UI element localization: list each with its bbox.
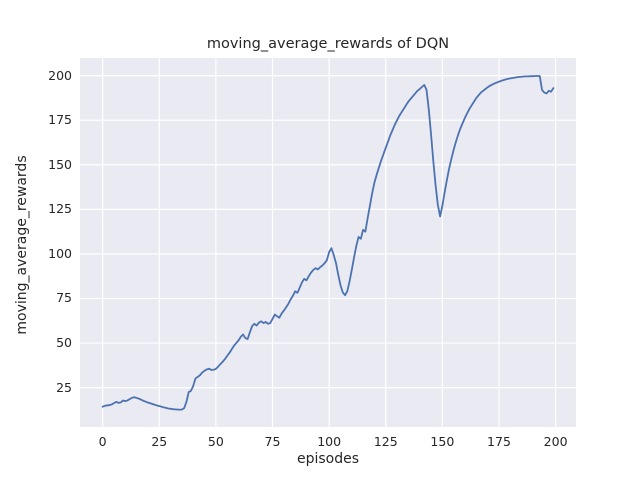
x-tick-label: 50: [207, 434, 224, 449]
x-tick-label: 200: [543, 434, 568, 449]
x-tick-label: 175: [487, 434, 511, 449]
y-tick-label: 125: [48, 201, 72, 217]
y-tick-label: 175: [48, 112, 72, 128]
x-tick-label: 150: [430, 434, 455, 449]
x-tick-label: 25: [151, 434, 168, 449]
x-tick-label: 75: [264, 434, 281, 449]
y-tick-label: 25: [56, 379, 72, 395]
grid-lines: [80, 58, 576, 427]
y-axis-label-text: moving_average_rewards: [14, 155, 30, 335]
y-tick-label: 200: [48, 67, 72, 83]
y-tick-label: 100: [48, 245, 72, 261]
y-tick-label: 150: [48, 156, 72, 172]
plot-area: [80, 58, 576, 427]
y-tick-label: 75: [56, 290, 72, 306]
y-tick-label: 50: [56, 335, 72, 351]
x-tick-label: 125: [373, 434, 398, 449]
x-tick-label: 100: [317, 434, 342, 449]
reward-line: [101, 75, 555, 411]
x-tick-label: 0: [98, 434, 107, 449]
line-chart-canvas: [80, 58, 576, 427]
x-axis-label: episodes: [296, 451, 360, 467]
chart-title: moving_average_rewards of DQN: [206, 36, 450, 52]
